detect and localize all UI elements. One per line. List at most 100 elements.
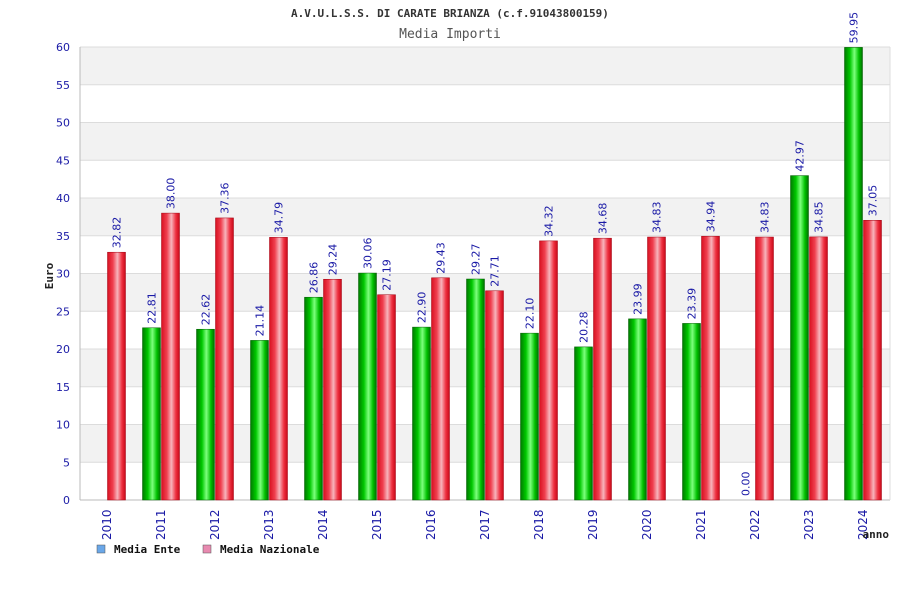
y-tick-label: 45 xyxy=(56,154,70,167)
x-tick-label: 2010 xyxy=(100,509,114,540)
data-label-media-ente-2020: 23.99 xyxy=(632,283,645,315)
data-label-media-nazionale-2019: 34.68 xyxy=(597,203,610,235)
y-tick-label: 15 xyxy=(56,381,70,394)
bar-media-ente-2023 xyxy=(790,175,809,501)
data-label-media-ente-2015: 30.06 xyxy=(362,238,375,270)
bar-media-nazionale-2018 xyxy=(539,240,558,501)
bars xyxy=(107,47,882,501)
data-label-media-nazionale-2018: 34.32 xyxy=(543,205,556,237)
data-label-media-ente-2024: 59.95 xyxy=(848,12,861,44)
x-tick-label: 2014 xyxy=(316,509,330,540)
bar-media-ente-2011 xyxy=(142,327,161,501)
data-labels: 32.82 22.81 38.00 22.62 37.36 21.14 34.79 26.86… xyxy=(111,12,880,496)
legend-swatch-media-ente xyxy=(96,544,106,554)
plot-background xyxy=(80,47,890,500)
data-label-media-ente-2012: 22.62 xyxy=(200,294,213,326)
data-label-media-nazionale-2010: 32.82 xyxy=(111,217,124,249)
bar-media-ente-2016 xyxy=(412,326,431,501)
plot-band xyxy=(80,386,890,425)
bar-media-nazionale-2015 xyxy=(377,294,396,501)
bar-media-nazionale-2020 xyxy=(647,236,666,501)
bar-media-ente-2013 xyxy=(250,340,269,501)
plot-band xyxy=(80,235,890,274)
bar-media-nazionale-2023 xyxy=(809,236,828,501)
x-tick-label: 2022 xyxy=(748,509,762,540)
x-tick-label: 2015 xyxy=(370,509,384,540)
x-tick-label: 2018 xyxy=(532,509,546,540)
plot-band xyxy=(80,462,890,500)
plot-band xyxy=(80,198,890,236)
chart-title: A.V.U.L.S.S. DI CARATE BRIANZA (c.f.9104… xyxy=(291,7,609,20)
bar-media-nazionale-2010 xyxy=(107,251,126,501)
bar-media-ente-2012 xyxy=(196,328,215,501)
plot-band xyxy=(80,47,890,85)
bar-media-nazionale-2013 xyxy=(269,237,288,501)
data-label-media-nazionale-2011: 38.00 xyxy=(165,178,178,210)
data-label-media-ente-2013: 21.14 xyxy=(254,305,267,337)
bar-media-nazionale-2012 xyxy=(215,217,234,501)
data-label-media-nazionale-2020: 34.83 xyxy=(651,202,664,234)
y-axis-ticks: 0 5 10 15 20 25 30 35 40 45 50 55 60 xyxy=(56,41,70,507)
data-label-media-ente-2021: 23.39 xyxy=(686,288,699,320)
data-label-media-nazionale-2021: 34.94 xyxy=(705,201,718,233)
legend: Media Ente Media Nazionale xyxy=(96,543,320,556)
bar-media-nazionale-2011 xyxy=(161,212,180,501)
y-tick-label: 5 xyxy=(63,456,70,469)
data-label-media-ente-2018: 22.10 xyxy=(524,298,537,330)
bar-media-ente-2021 xyxy=(682,323,701,501)
x-tick-label: 2016 xyxy=(424,509,438,540)
x-tick-label: 2019 xyxy=(586,509,600,540)
y-tick-label: 20 xyxy=(56,343,70,356)
y-tick-label: 60 xyxy=(56,41,70,54)
bar-media-ente-2024 xyxy=(844,47,863,501)
data-label-media-nazionale-2015: 27.19 xyxy=(381,259,394,291)
data-label-media-ente-2022: 0.00 xyxy=(740,472,753,497)
data-label-media-ente-2014: 26.86 xyxy=(308,262,321,294)
y-axis-label: Euro xyxy=(43,262,56,289)
data-label-media-ente-2019: 20.28 xyxy=(578,311,591,343)
y-tick-label: 35 xyxy=(56,230,70,243)
bar-media-nazionale-2024 xyxy=(863,220,882,501)
data-label-media-ente-2017: 29.27 xyxy=(470,244,483,276)
plot-band xyxy=(80,122,890,161)
legend-label-media-nazionale: Media Nazionale xyxy=(220,543,320,556)
bar-media-nazionale-2014 xyxy=(323,278,342,501)
plot-band xyxy=(80,311,890,349)
data-label-media-nazionale-2012: 37.36 xyxy=(219,182,232,214)
bar-media-nazionale-2022 xyxy=(755,236,774,501)
y-tick-label: 55 xyxy=(56,79,70,92)
data-label-media-nazionale-2013: 34.79 xyxy=(273,202,286,234)
bar-media-nazionale-2019 xyxy=(593,237,612,501)
data-label-media-ente-2011: 22.81 xyxy=(146,292,159,324)
bar-media-ente-2014 xyxy=(304,296,323,501)
x-tick-label: 2017 xyxy=(478,509,492,540)
plot-band xyxy=(80,273,890,312)
y-tick-label: 10 xyxy=(56,419,70,432)
y-tick-label: 50 xyxy=(56,117,70,130)
legend-swatch-media-nazionale xyxy=(202,544,212,554)
bar-media-ente-2018 xyxy=(520,332,539,501)
bar-media-ente-2019 xyxy=(574,346,593,501)
bar-media-ente-2015 xyxy=(358,272,377,501)
plot-band xyxy=(80,160,890,198)
bar-media-ente-2017 xyxy=(466,278,485,501)
bar-media-ente-2020 xyxy=(628,318,647,501)
y-tick-label: 30 xyxy=(56,268,70,281)
x-tick-label: 2020 xyxy=(640,509,654,540)
x-axis-label: anno xyxy=(863,528,890,541)
y-tick-label: 0 xyxy=(63,494,70,507)
y-tick-label: 40 xyxy=(56,192,70,205)
x-tick-label: 2012 xyxy=(208,509,222,540)
chart-subtitle: Media Importi xyxy=(399,27,501,42)
bar-media-nazionale-2021 xyxy=(701,235,720,501)
data-label-media-ente-2023: 42.97 xyxy=(794,140,807,172)
bar-media-nazionale-2017 xyxy=(485,290,504,501)
x-tick-label: 2013 xyxy=(262,509,276,540)
y-tick-label: 25 xyxy=(56,305,70,318)
x-tick-label: 2021 xyxy=(694,509,708,540)
plot-band xyxy=(80,84,890,123)
data-label-media-nazionale-2016: 29.43 xyxy=(435,242,448,274)
legend-label-media-ente: Media Ente xyxy=(114,543,181,556)
